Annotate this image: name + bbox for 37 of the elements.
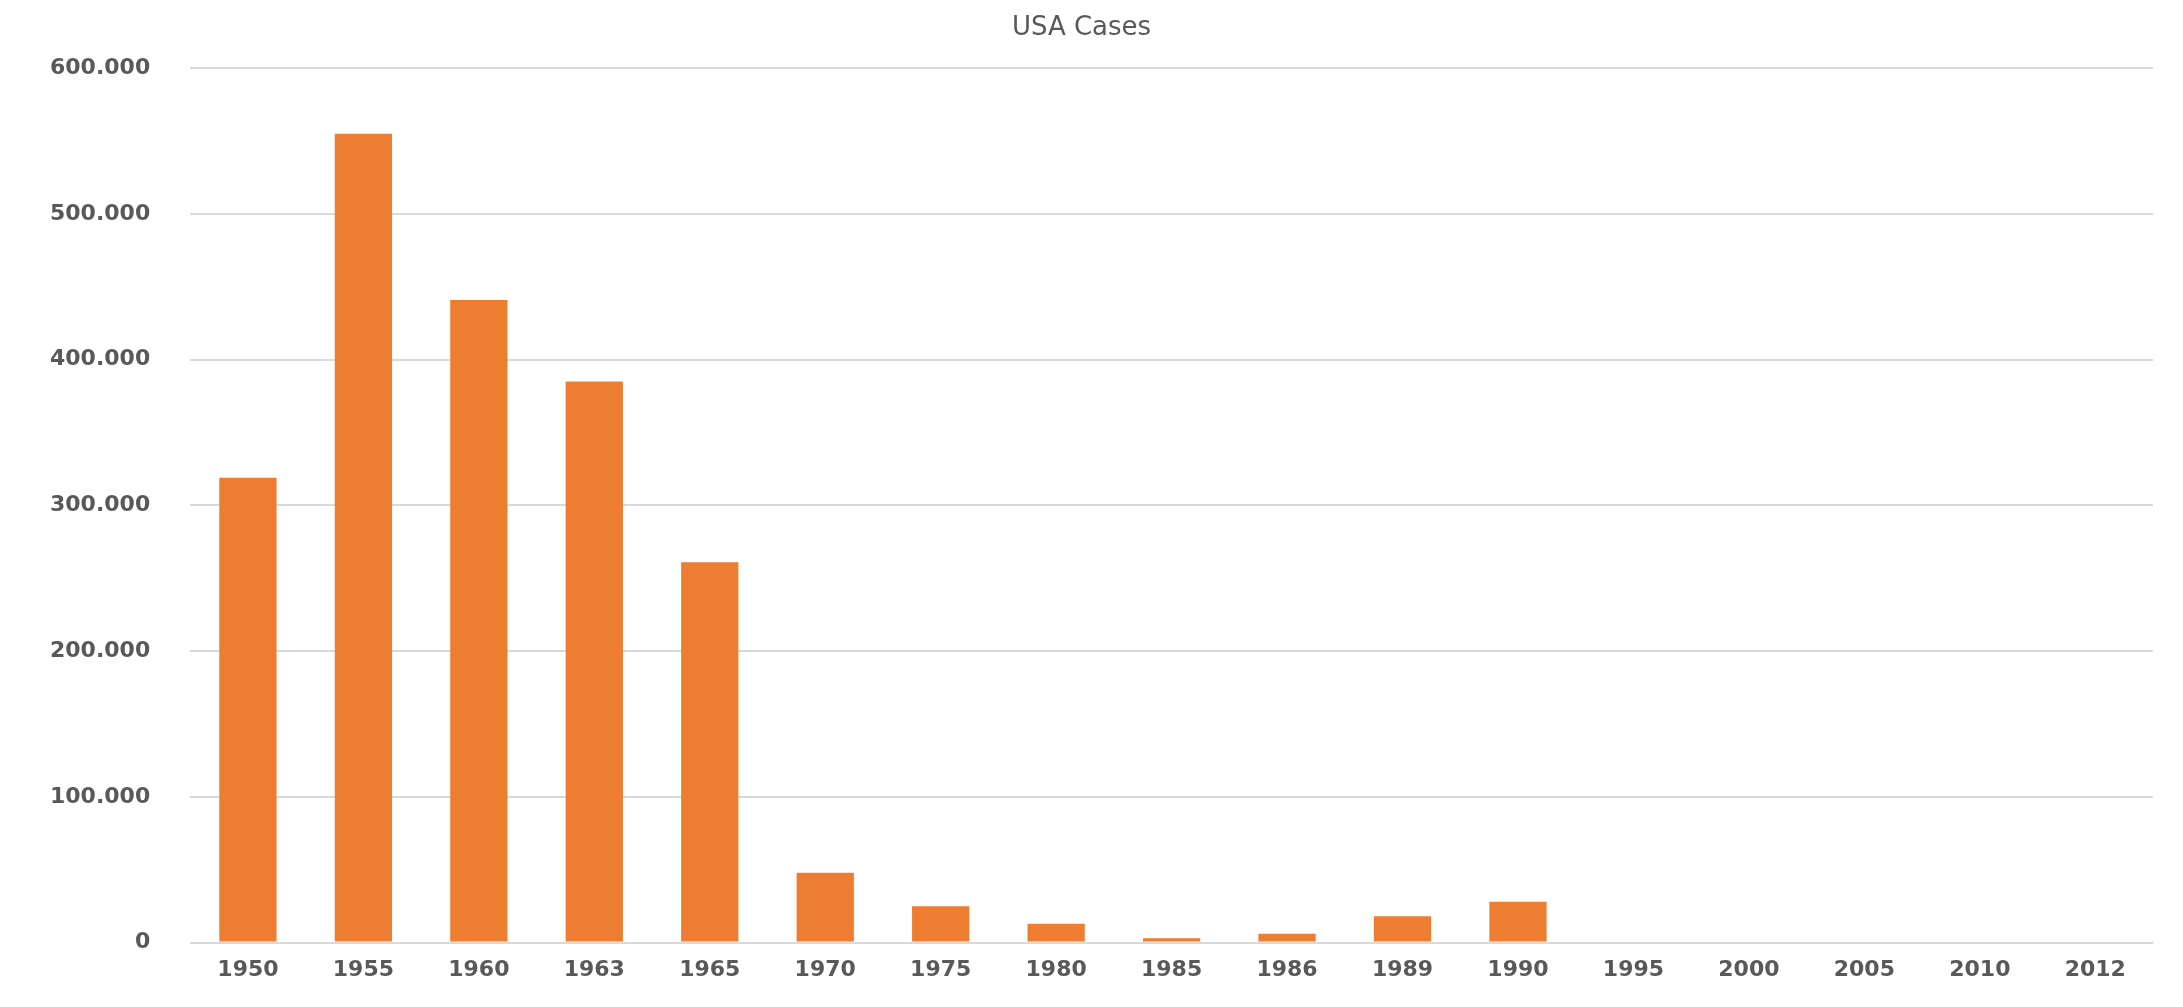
bar — [1258, 933, 1316, 942]
x-tick-label: 1989 — [1371, 955, 1434, 981]
x-tick-label: 2005 — [1833, 955, 1895, 981]
x-tick-label: 1960 — [448, 955, 510, 981]
y-tick-label: 0 — [134, 928, 151, 954]
y-tick-label: 500.000 — [50, 199, 151, 225]
bar — [912, 906, 970, 942]
x-tick-label: 2012 — [2064, 955, 2126, 981]
bar — [1489, 901, 1547, 942]
x-tick-label: 1980 — [1025, 955, 1087, 981]
x-tick-label: 2010 — [1949, 955, 2011, 981]
x-tick-label: 2000 — [1718, 955, 1780, 981]
x-tick-label: 1963 — [563, 955, 625, 981]
x-tick-label: 1990 — [1487, 955, 1549, 981]
y-tick-label: 600.000 — [50, 53, 151, 79]
x-tick-label: 1985 — [1140, 955, 1203, 981]
bar — [565, 381, 623, 942]
x-tick-label: 1955 — [332, 955, 395, 981]
x-tick-label: 1965 — [679, 955, 741, 981]
x-tick-label: 1950 — [217, 955, 279, 981]
chart-title: USA Cases — [1011, 11, 1152, 42]
x-tick-label: 1995 — [1602, 955, 1665, 981]
x-tick-label: 1986 — [1256, 955, 1318, 981]
y-tick-label: 100.000 — [50, 782, 151, 808]
bar — [219, 477, 277, 942]
y-tick-label: 300.000 — [50, 491, 151, 517]
bar — [1142, 938, 1201, 942]
x-tick-label: 1975 — [910, 955, 972, 981]
bar — [796, 872, 854, 942]
bar — [334, 133, 393, 942]
bar — [681, 562, 739, 942]
bar — [1373, 916, 1432, 942]
y-tick-label: 200.000 — [50, 636, 151, 662]
y-tick-label: 400.000 — [50, 345, 151, 371]
bar — [450, 299, 508, 942]
bar — [1027, 923, 1085, 942]
x-tick-label: 1970 — [794, 955, 856, 981]
